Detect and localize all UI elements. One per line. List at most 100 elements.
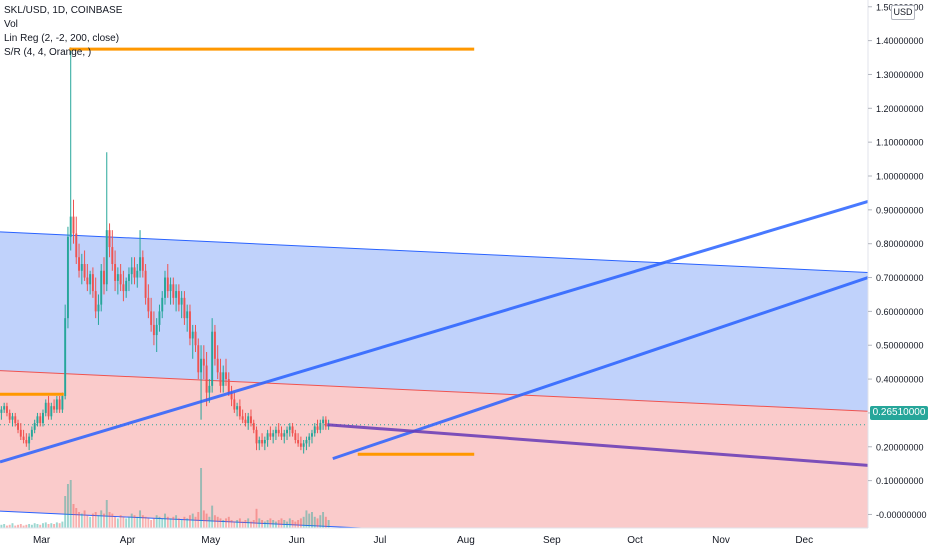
volume-bar <box>66 484 69 528</box>
candle-body <box>116 274 119 281</box>
volume-bar <box>139 510 142 528</box>
candle-body <box>280 433 283 437</box>
volume-bar <box>205 513 208 528</box>
candle-body <box>244 419 247 424</box>
candle-body <box>86 277 89 285</box>
price-tick-label: 1.20000000 <box>876 104 924 114</box>
legend-symbol[interactable]: SKL/USD, 1D, COINBASE <box>4 5 123 16</box>
candle-body <box>44 402 47 413</box>
candle-body <box>50 406 53 417</box>
volume-bar <box>130 513 133 528</box>
volume-bar <box>247 518 250 528</box>
currency-badge[interactable]: USD <box>891 5 915 20</box>
last-price-label: 0.26510000 <box>870 406 928 420</box>
volume-bar <box>213 515 216 528</box>
candle-body <box>177 291 180 305</box>
rising-trendline-1 <box>0 199 868 464</box>
candle-body <box>222 372 225 386</box>
volume-bar <box>172 516 175 528</box>
candle-body <box>322 419 325 424</box>
volume-bar <box>83 510 86 528</box>
candle-body <box>114 264 117 281</box>
volume-bar <box>227 516 230 528</box>
candle-body <box>28 436 31 444</box>
candle-body <box>36 416 39 424</box>
volume-bar <box>324 516 327 528</box>
candle-body <box>261 440 264 444</box>
volume-bar <box>122 516 125 528</box>
mid-channel-line <box>0 370 868 412</box>
candle-body <box>130 267 133 275</box>
candle-body <box>5 406 8 413</box>
candle-body <box>205 365 208 393</box>
volume-bar <box>33 523 36 528</box>
candle-body <box>152 324 155 336</box>
volume-bar <box>119 515 122 528</box>
volume-bar <box>211 505 214 528</box>
volume-bar <box>250 521 252 528</box>
candle-body <box>19 429 22 437</box>
candle-body <box>47 402 50 417</box>
volume-bar <box>161 518 164 528</box>
volume-bar <box>219 518 222 528</box>
volume-bar <box>114 516 117 528</box>
volume-bar <box>158 516 161 528</box>
volume-bar <box>97 515 100 528</box>
candle-body <box>33 423 36 430</box>
volume-bar <box>313 516 316 528</box>
volume-bar <box>127 516 130 528</box>
falling-trendline <box>327 423 868 467</box>
volume-bar <box>5 525 8 528</box>
volume-bar <box>302 516 305 528</box>
price-tick-label: 0.20000000 <box>876 442 924 452</box>
candle-body <box>250 416 252 424</box>
time-tick-label: May <box>201 535 220 546</box>
candle-body <box>269 433 272 437</box>
volume-bar <box>25 524 28 528</box>
volume-bar <box>244 520 247 528</box>
volume-bar <box>311 512 313 528</box>
volume-bar <box>111 513 114 528</box>
candle-body <box>150 311 153 325</box>
volume-bar <box>177 518 180 528</box>
candle-body <box>94 291 97 312</box>
candle-body <box>227 379 230 393</box>
candle-body <box>247 416 250 424</box>
candle-body <box>319 423 322 430</box>
candle-body <box>61 396 64 410</box>
candle-body <box>17 423 19 430</box>
candle-body <box>89 274 92 285</box>
volume-bar <box>147 518 150 528</box>
candle-body <box>277 429 280 434</box>
candle-body <box>139 257 142 271</box>
volume-bar <box>272 520 275 528</box>
volume-bar <box>175 515 178 528</box>
candle-body <box>164 277 166 298</box>
volume-bar <box>116 518 119 528</box>
upper-channel-line <box>0 231 868 273</box>
price-tick-label: 0.90000000 <box>876 205 924 215</box>
rising-trendline-2 <box>332 276 868 461</box>
candle-body <box>161 297 164 312</box>
volume-bar <box>105 500 108 528</box>
candle-body <box>175 291 178 298</box>
candle-body <box>311 433 313 437</box>
volume-bar <box>230 520 233 528</box>
legend-support-resistance[interactable]: S/R (4, 4, Orange, ) <box>4 47 92 58</box>
volume-bar <box>269 518 272 528</box>
candle-body <box>191 331 194 339</box>
volume-bar <box>288 518 291 528</box>
legend-linreg[interactable]: Lin Reg (2, -2, 200, close) <box>4 33 120 44</box>
candle-body <box>180 297 183 305</box>
price-tick-label: 0.60000000 <box>876 307 924 317</box>
volume-bar <box>89 516 92 528</box>
candle-body <box>55 399 58 410</box>
volume-bar <box>261 520 264 528</box>
volume-bar <box>280 518 283 528</box>
candle-body <box>186 311 189 319</box>
legend-volume[interactable]: Vol <box>4 19 18 30</box>
volume-bar <box>136 516 139 528</box>
candle-body <box>266 433 269 440</box>
candle-body <box>288 426 291 430</box>
